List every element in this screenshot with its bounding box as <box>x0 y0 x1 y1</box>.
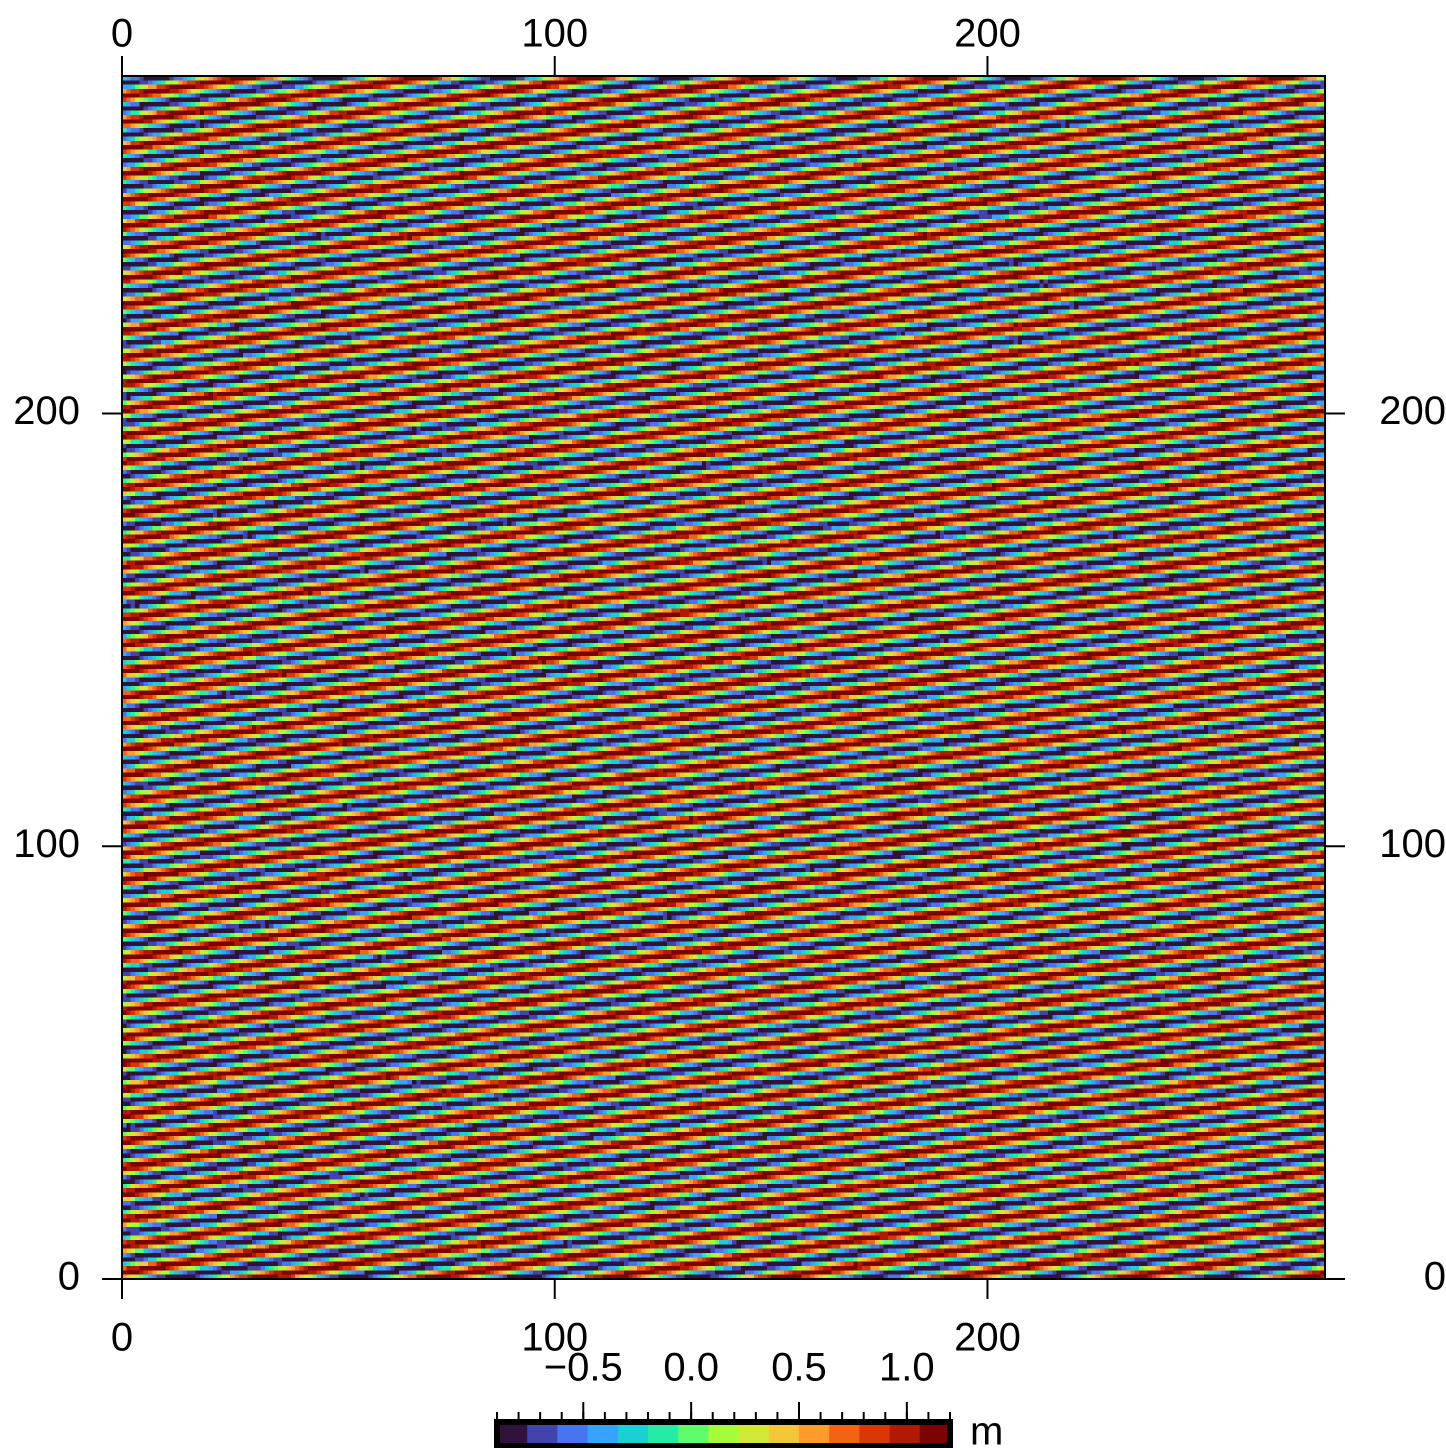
colorbar-frame <box>494 1419 953 1448</box>
y-tick-label-right: 0 <box>1424 1255 1446 1299</box>
x-tick-label-bottom: 100 <box>521 1316 588 1360</box>
x-tick-label-top: 0 <box>111 12 133 56</box>
y-tick-label-right: 200 <box>1379 389 1446 433</box>
x-tick-label-top: 200 <box>954 12 1021 56</box>
colorbar-tick-label: 0.0 <box>663 1346 719 1390</box>
colorbar-segment <box>648 1422 679 1446</box>
colorbar-segment <box>497 1422 528 1446</box>
colorbar-tick-label: 0.5 <box>771 1346 827 1390</box>
y-tick-label-left: 200 <box>13 389 80 433</box>
colorbar-segment <box>829 1422 860 1446</box>
colorbar-tick-label: 1.0 <box>879 1346 935 1390</box>
colorbar-tick-label: −0.5 <box>544 1346 623 1390</box>
x-tick-label-bottom: 0 <box>111 1316 133 1360</box>
colorbar: −0.5 0.0 0.5 1.0 m <box>494 1346 1003 1448</box>
colorbar-segment <box>768 1422 800 1446</box>
colorbar-segment <box>678 1422 709 1446</box>
colorbar-segment <box>617 1422 649 1446</box>
colorbar-segment <box>587 1422 619 1446</box>
colorbar-segment <box>799 1422 830 1446</box>
colorbar-segment <box>557 1422 589 1446</box>
colorbar-unit-label: m <box>970 1410 1003 1448</box>
colorbar-segment <box>889 1422 921 1446</box>
heatmap-image <box>122 76 1325 1279</box>
y-tick-label-right: 100 <box>1379 822 1446 866</box>
x-tick-label-top: 100 <box>521 12 588 56</box>
colorbar-segment <box>738 1422 770 1446</box>
colorbar-segment <box>859 1422 891 1446</box>
colorbar-segment <box>527 1422 558 1446</box>
x-tick-label-bottom: 200 <box>954 1316 1021 1360</box>
colorbar-segment <box>708 1422 740 1446</box>
plot-frame <box>121 75 1326 1280</box>
y-tick-label-left: 100 <box>13 822 80 866</box>
heatmap-raster <box>122 76 1325 1279</box>
colorbar-segment <box>919 1422 951 1446</box>
y-tick-label-left: 0 <box>58 1255 80 1299</box>
